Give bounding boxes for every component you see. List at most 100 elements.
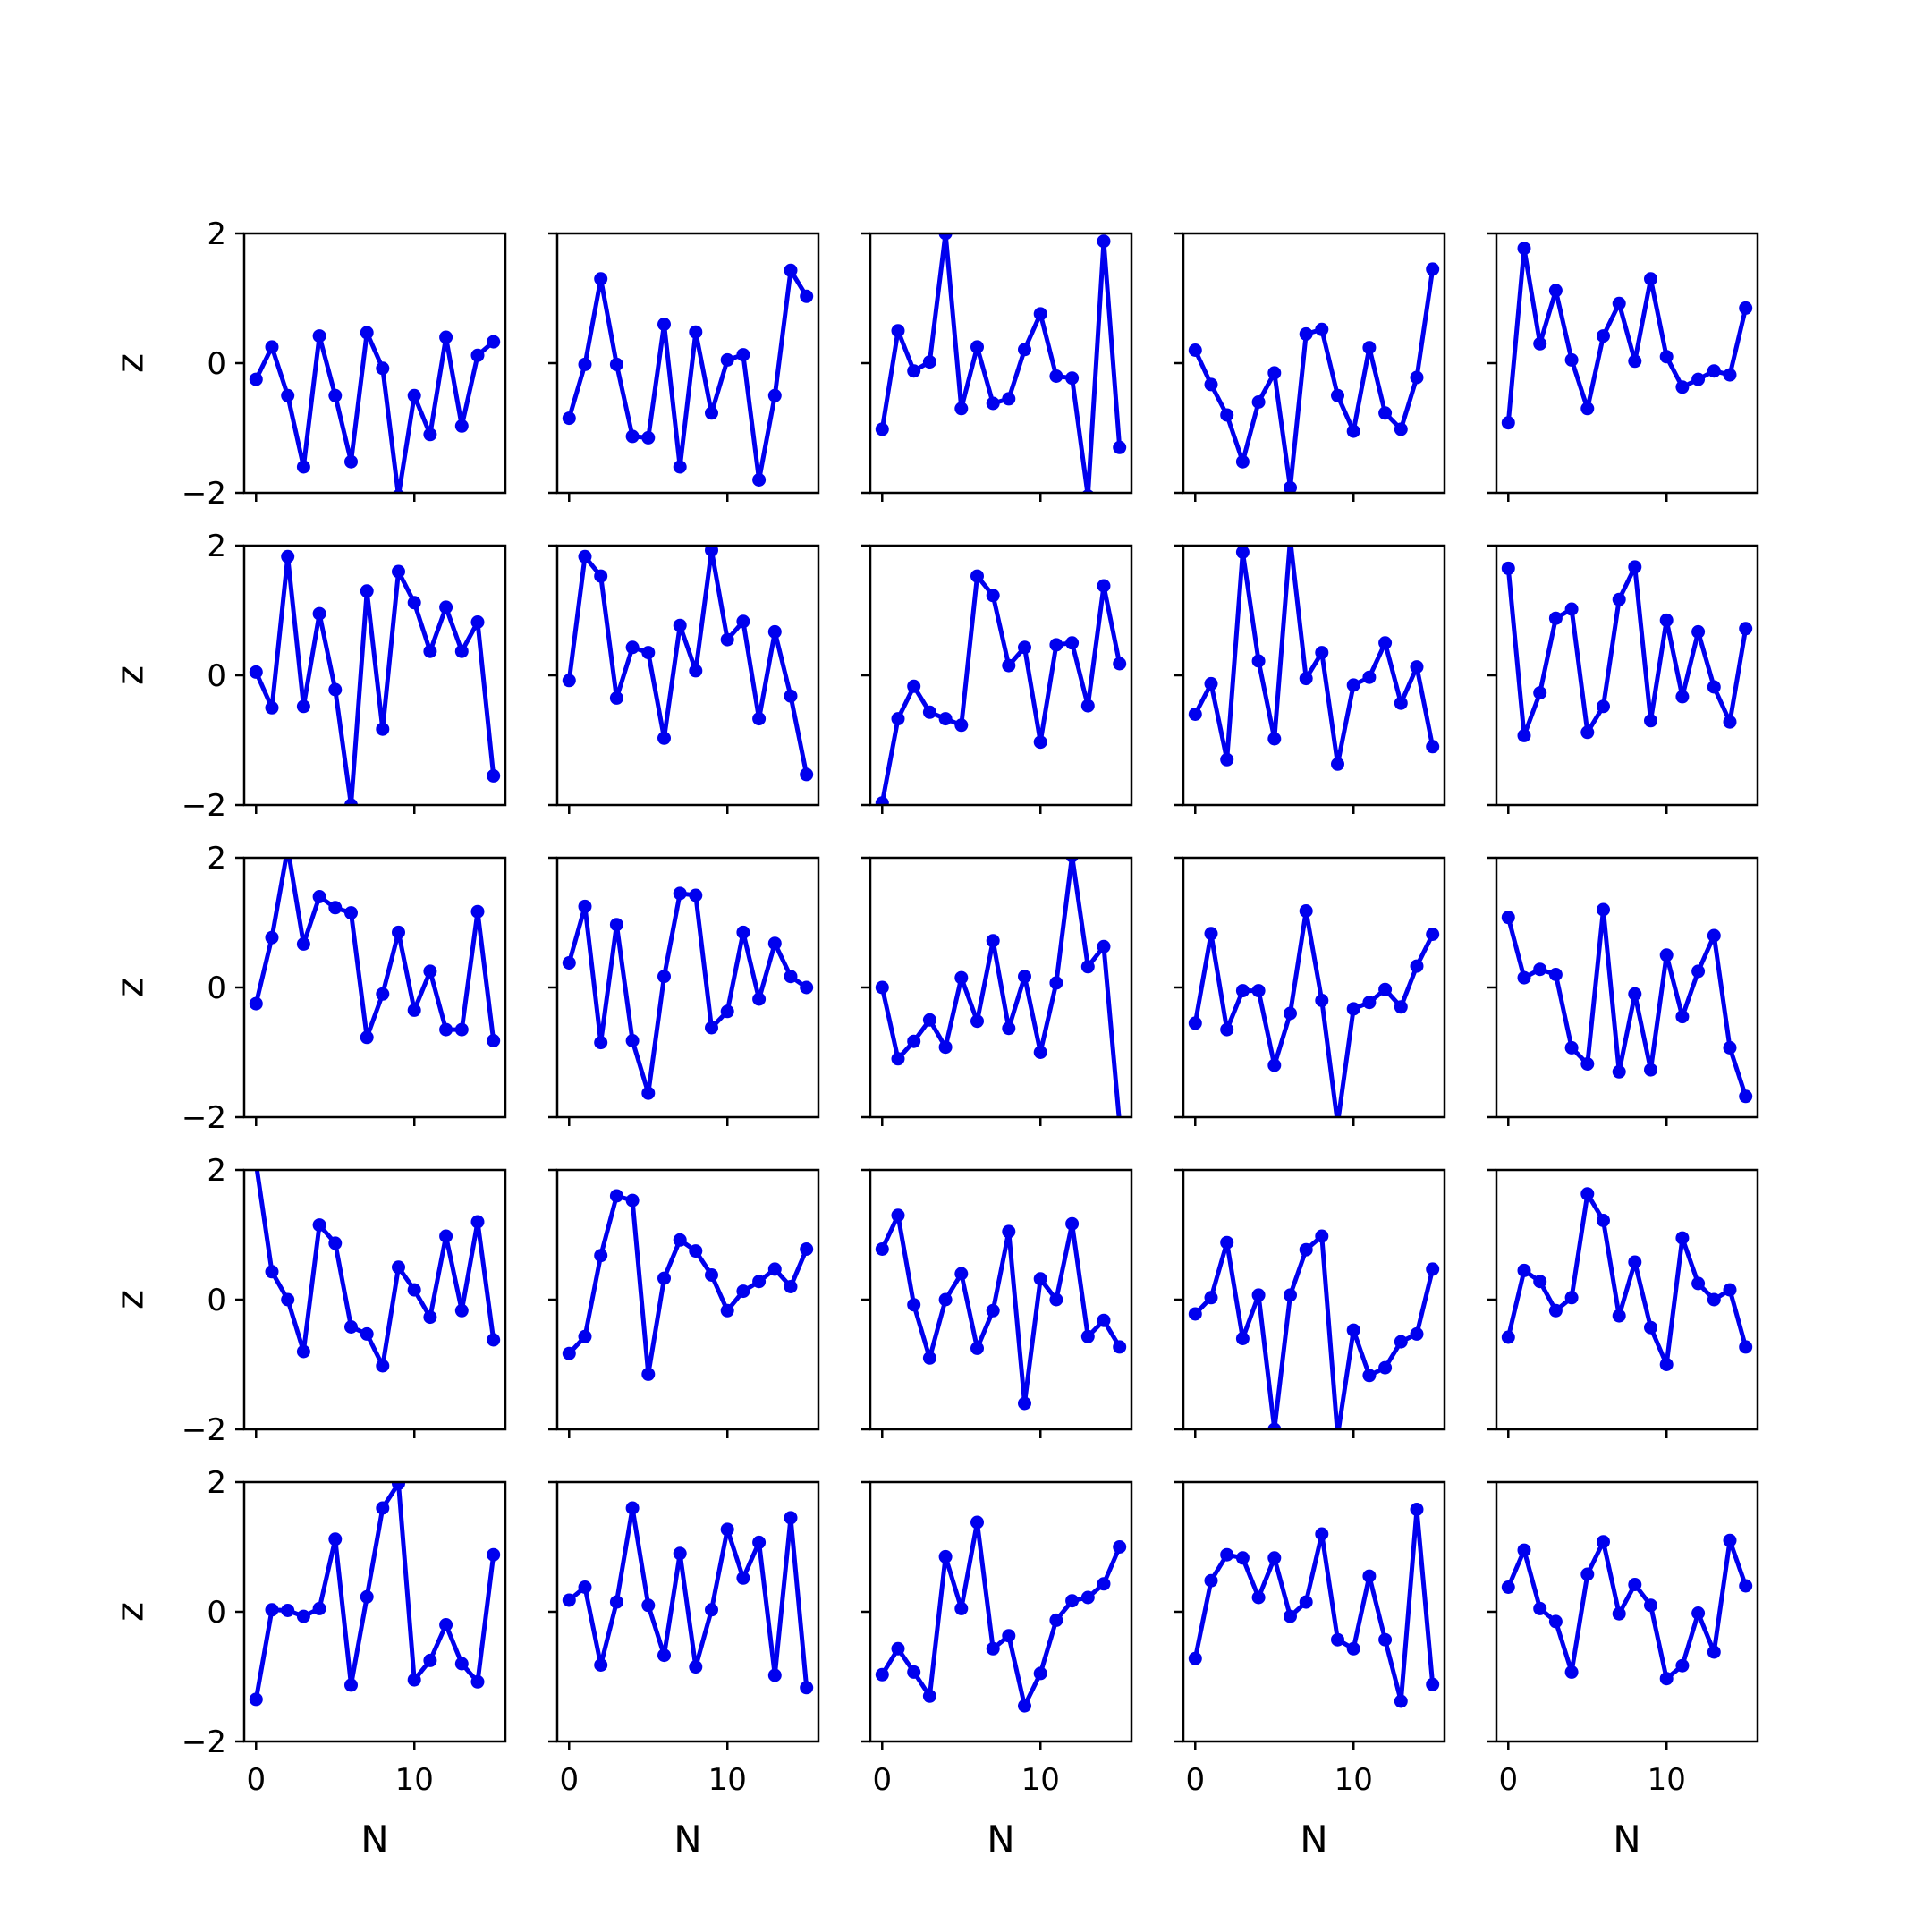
series [1501, 1533, 1753, 1686]
data-point [1235, 1332, 1250, 1345]
data-point [360, 1326, 374, 1341]
data-point [1691, 372, 1706, 386]
data-point [1002, 658, 1016, 673]
data-point [922, 1689, 936, 1703]
series [1501, 560, 1753, 742]
data-point [1644, 1063, 1657, 1077]
subplot-5-5: 0 10N [1487, 1480, 1759, 1861]
data-point [1426, 928, 1440, 941]
data-point [657, 970, 671, 984]
data-point [296, 1609, 310, 1623]
data-point [1097, 579, 1111, 593]
data-point [689, 325, 703, 339]
y-tick-label: −2 [182, 1724, 226, 1760]
series-line [1505, 246, 1749, 423]
data-point [407, 596, 421, 610]
subplot-4-2 [548, 1168, 820, 1438]
data-point [1691, 1276, 1706, 1291]
data-point [578, 899, 592, 913]
data-point [1564, 1040, 1579, 1055]
data-point [784, 1280, 798, 1293]
data-point [641, 646, 656, 660]
subplot-1-1: −2 0 2 z [108, 216, 507, 512]
data-point [407, 1003, 421, 1017]
data-point [1065, 1216, 1080, 1231]
data-point [1378, 1360, 1393, 1375]
series [875, 1208, 1127, 1411]
series-line [1505, 564, 1749, 738]
data-point [1315, 994, 1329, 1007]
data-point [1659, 948, 1674, 962]
x-tick-label: 10 [1648, 1762, 1686, 1798]
data-point [875, 422, 889, 436]
data-point [1580, 725, 1595, 740]
data-point [296, 699, 310, 714]
data-point [562, 411, 576, 426]
data-point [578, 549, 592, 564]
data-point [1220, 1547, 1234, 1562]
data-point [970, 1515, 984, 1530]
data-point [470, 348, 485, 362]
data-point [487, 768, 501, 783]
x-tick-label: 0 [246, 1762, 266, 1798]
data-point [454, 1022, 469, 1037]
data-point [673, 460, 687, 474]
data-point [1564, 1291, 1579, 1305]
data-point [1517, 242, 1531, 256]
data-point [1002, 1224, 1016, 1239]
x-tick-label: 0 [1185, 1762, 1205, 1798]
series-line [253, 1482, 496, 1700]
data-point [641, 430, 656, 445]
data-point [470, 1674, 485, 1689]
data-point [360, 1030, 374, 1045]
y-tick-label: 2 [207, 1465, 226, 1501]
series [1188, 546, 1440, 771]
data-point [1580, 1057, 1595, 1071]
data-point [1362, 1368, 1377, 1383]
data-point [1517, 1543, 1531, 1557]
data-point [986, 396, 1000, 411]
data-point [1033, 1046, 1047, 1059]
data-point [1299, 326, 1313, 341]
data-point [1707, 364, 1721, 378]
data-point [1018, 640, 1031, 655]
data-point [1378, 1632, 1393, 1647]
data-point [1267, 1551, 1282, 1565]
data-point [312, 1601, 326, 1615]
data-point [954, 402, 969, 416]
series [249, 1482, 501, 1707]
data-point [938, 1040, 953, 1055]
data-point [1644, 714, 1657, 728]
data-point [281, 388, 295, 402]
data-point [1410, 959, 1424, 973]
data-point [1548, 611, 1563, 625]
data-point [1065, 858, 1079, 863]
data-point [594, 1036, 608, 1050]
data-point [1644, 272, 1657, 286]
data-point [1426, 262, 1440, 276]
x-axis-label: N [987, 1818, 1014, 1861]
y-axis-label: z [108, 353, 152, 373]
data-point [1331, 388, 1344, 402]
data-point [641, 1367, 656, 1381]
data-point [1533, 336, 1547, 351]
series-line [1192, 909, 1435, 1117]
subplot-4-5 [1487, 1168, 1759, 1438]
x-tick-label: 0 [872, 1762, 892, 1798]
data-point [344, 1678, 358, 1692]
data-point [249, 372, 263, 386]
data-point [1533, 1601, 1547, 1615]
data-point [376, 987, 390, 1001]
data-point [1018, 343, 1031, 357]
y-tick-label: 0 [207, 1283, 226, 1318]
data-point [1113, 1540, 1127, 1554]
series-line [566, 267, 809, 482]
data-point [1018, 1699, 1031, 1713]
data-point [689, 888, 703, 902]
data-point [1346, 678, 1360, 692]
data-point [407, 1673, 421, 1687]
series [875, 233, 1127, 493]
data-point [752, 1275, 767, 1289]
series-line [254, 330, 496, 493]
data-point [1188, 1651, 1202, 1665]
